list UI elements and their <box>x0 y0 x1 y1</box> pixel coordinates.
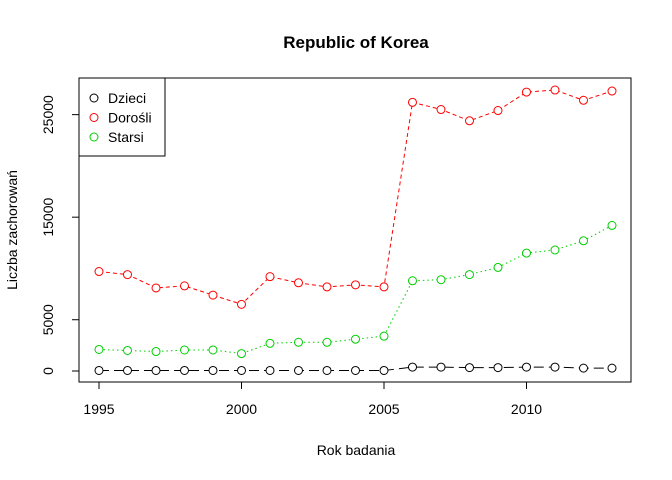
data-point <box>408 362 417 372</box>
data-point <box>436 362 446 372</box>
data-point <box>379 282 389 292</box>
data-point <box>265 365 275 375</box>
data-point <box>180 345 189 355</box>
data-point <box>237 365 246 375</box>
y-tick-label: 15000 <box>40 198 56 237</box>
data-point <box>294 337 303 347</box>
data-point <box>351 280 360 290</box>
data-point <box>208 365 218 375</box>
data-point <box>123 345 132 355</box>
data-point <box>436 105 446 115</box>
data-point <box>208 345 218 355</box>
series-starsi <box>94 220 617 359</box>
data-point <box>522 362 531 372</box>
x-tick-label: 2010 <box>511 401 542 417</box>
data-point <box>237 299 246 309</box>
data-point <box>579 95 588 105</box>
data-point <box>465 270 474 280</box>
data-point <box>493 106 503 116</box>
legend: Dzieci Dorośli Starsi <box>78 77 166 157</box>
data-point <box>550 85 560 95</box>
data-point <box>208 290 218 300</box>
legend-label: Dzieci <box>108 90 146 106</box>
data-point <box>579 363 588 373</box>
legend-marker <box>89 132 99 142</box>
data-point <box>379 331 389 341</box>
data-point <box>351 334 360 344</box>
data-point <box>436 275 446 285</box>
data-point <box>151 283 161 293</box>
data-point <box>351 365 360 375</box>
data-point <box>465 116 474 126</box>
data-point <box>151 347 161 357</box>
data-point <box>579 236 588 246</box>
series-line <box>98 224 613 355</box>
x-tick-label: 2005 <box>368 401 399 417</box>
data-point <box>294 365 303 375</box>
series-layer <box>94 85 617 375</box>
data-point <box>322 337 332 347</box>
data-point <box>123 365 132 375</box>
series-dzieci <box>94 362 617 375</box>
data-point <box>522 87 531 97</box>
y-axis-label: Liczba zachorowań <box>4 170 20 290</box>
data-point <box>408 97 417 107</box>
data-point <box>493 363 503 373</box>
series-dorośli <box>94 85 617 309</box>
data-point <box>94 365 104 375</box>
data-point <box>94 267 104 277</box>
legend-label: Starsi <box>108 129 144 145</box>
y-tick-label: 25000 <box>40 95 56 134</box>
data-point <box>408 276 417 286</box>
data-point <box>607 86 617 96</box>
data-point <box>322 282 332 292</box>
x-axis: 1995 2000 2005 2010 <box>83 381 542 417</box>
chart-title: Republic of Korea <box>283 33 429 52</box>
legend-item: Dorośli <box>89 110 152 126</box>
data-point <box>294 278 303 288</box>
data-point <box>522 248 531 258</box>
data-point <box>237 349 246 359</box>
legend-item: Dzieci <box>89 90 146 106</box>
legend-marker <box>89 113 99 122</box>
data-point <box>550 245 560 255</box>
data-point <box>550 362 560 372</box>
x-tick-label: 1995 <box>83 401 114 417</box>
data-point <box>151 365 161 375</box>
data-point <box>265 338 275 348</box>
data-point <box>123 270 132 280</box>
data-point <box>493 262 503 272</box>
data-point <box>180 281 189 291</box>
y-tick-label: 5000 <box>40 304 56 335</box>
data-point <box>379 365 389 375</box>
legend-item: Starsi <box>89 129 144 145</box>
y-axis: 0 5000 15000 25000 <box>40 95 80 375</box>
series-line <box>98 89 613 305</box>
data-point <box>322 365 332 375</box>
legend-marker <box>89 93 99 103</box>
data-point <box>607 363 617 373</box>
data-point <box>265 272 275 282</box>
data-point <box>465 363 474 373</box>
x-axis-label: Rok badania <box>317 442 396 458</box>
data-point <box>607 220 617 230</box>
data-point <box>94 344 104 354</box>
data-point <box>180 365 189 375</box>
y-tick-label: 0 <box>40 367 56 375</box>
legend-label: Dorośli <box>108 110 152 126</box>
x-tick-label: 2000 <box>226 401 257 417</box>
